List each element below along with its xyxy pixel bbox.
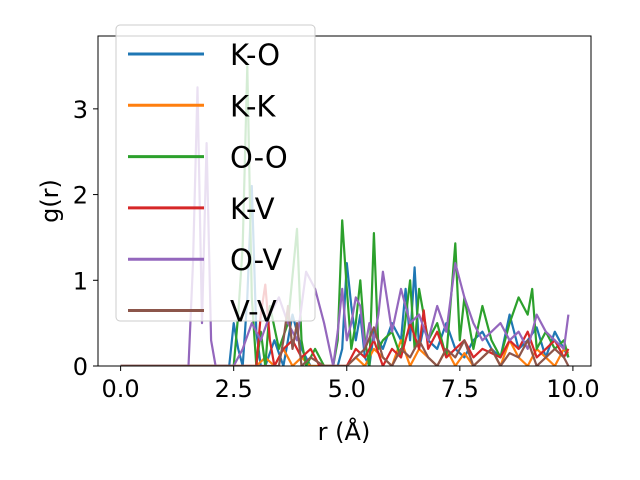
plot-frame (97, 35, 592, 367)
series-line-o-v (120, 86, 570, 366)
y-tick-label: 1 (73, 267, 88, 295)
y-tick-label: 3 (73, 96, 88, 124)
legend-label-o-o: O-O (230, 141, 288, 175)
legend-label-k-k: K-K (230, 89, 276, 123)
y-tick-label: 2 (73, 182, 88, 210)
x-tick-label: 7.5 (441, 375, 479, 403)
series-layer (120, 64, 570, 366)
legend-label-v-v: V-V (230, 295, 277, 329)
x-tick-label: 2.5 (215, 375, 253, 403)
series-line-k-o (120, 184, 570, 366)
y-tick-label: 0 (73, 353, 88, 381)
series-line-k-v (120, 283, 570, 366)
legend-label-k-v: K-V (230, 192, 275, 226)
legend: K-O K-K O-O K-V O-V V-V (115, 24, 316, 329)
y-axis: 0 1 2 3 (73, 96, 98, 381)
x-axis: 0.0 2.5 5.0 7.5 10.0 (102, 366, 600, 403)
x-tick-label: 5.0 (328, 375, 366, 403)
x-axis-label: r (Å) (318, 417, 371, 446)
y-axis-label: g(r) (36, 179, 64, 223)
legend-box (115, 24, 316, 322)
series-line-v-v (120, 304, 570, 366)
x-tick-label: 10.0 (546, 375, 599, 403)
legend-label-o-v: O-V (230, 243, 282, 277)
legend-label-k-o: K-O (230, 38, 280, 72)
x-tick-label: 0.0 (102, 375, 140, 403)
